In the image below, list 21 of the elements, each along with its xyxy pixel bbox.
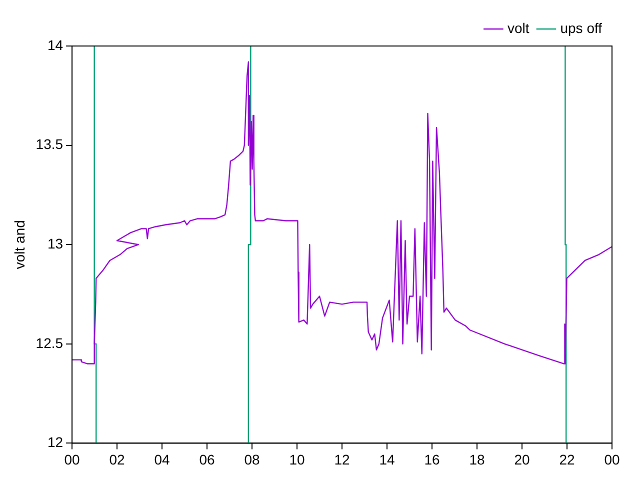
y-tick-label: 12 xyxy=(47,434,64,450)
x-tick-label: 08 xyxy=(244,451,260,468)
x-tick-label: 00 xyxy=(64,451,80,468)
x-tick-label: 00 xyxy=(604,451,620,468)
y-axis-title: volt and xyxy=(11,220,28,270)
x-tick-label: 20 xyxy=(514,451,530,468)
x-tick-label: 14 xyxy=(379,451,396,468)
x-tick-label: 04 xyxy=(154,451,170,468)
x-tick-label: 18 xyxy=(469,451,486,468)
x-tick-label: 22 xyxy=(559,451,575,468)
y-tick-label: 13.5 xyxy=(36,136,64,152)
x-tick-label: 06 xyxy=(199,451,216,468)
x-tick-label: 02 xyxy=(109,451,126,468)
y-tick-label: 12.5 xyxy=(36,334,64,351)
x-tick-label: 10 xyxy=(289,451,306,468)
legend-label: volt xyxy=(507,20,530,36)
x-tick-label: 12 xyxy=(334,451,350,468)
y-tick-label: 14 xyxy=(47,36,64,53)
y-tick-label: 13 xyxy=(47,235,64,252)
legend-label: ups off xyxy=(560,20,602,36)
x-tick-label: 16 xyxy=(424,451,440,468)
